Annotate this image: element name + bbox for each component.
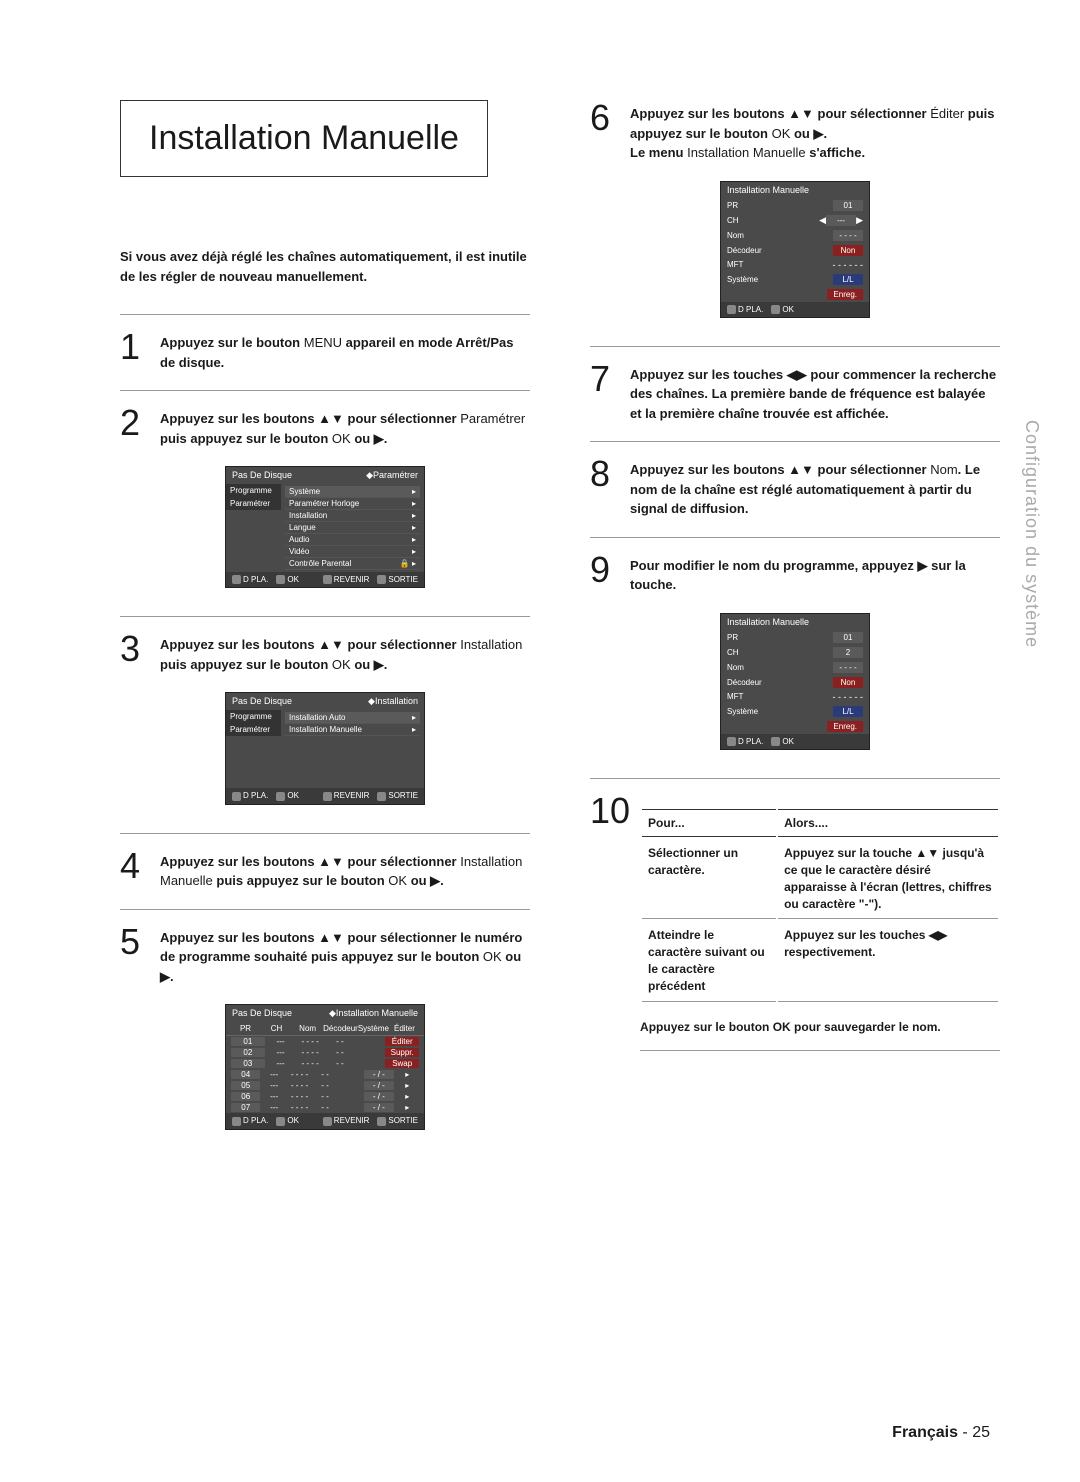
step-text: Appuyez sur le bouton MENU appareil en m… xyxy=(160,329,530,372)
step-7: 7 Appuyez sur les touches ◀▶ pour commen… xyxy=(590,361,1000,424)
step-text: Appuyez sur les boutons ▲▼ pour sélectio… xyxy=(160,924,530,987)
instruction-table: Pour...Alors.... Sélectionner un caractè… xyxy=(640,807,1000,1003)
step-text: Pour...Alors.... Sélectionner un caractè… xyxy=(640,793,1000,1064)
divider xyxy=(120,616,530,617)
divider xyxy=(120,390,530,391)
step-number: 9 xyxy=(590,552,620,595)
step-10: 10 Pour...Alors.... Sélectionner un cara… xyxy=(590,793,1000,1064)
step-text: Appuyez sur les boutons ▲▼ pour sélectio… xyxy=(160,848,530,891)
section-side-label: Configuration du système xyxy=(1021,420,1042,648)
step-text: Pour modifier le nom du programme, appuy… xyxy=(630,552,1000,595)
osd-channel-table: Pas De Disque◆Installation Manuelle PRCH… xyxy=(225,1004,425,1129)
step-text: Appuyez sur les boutons ▲▼ pour sélectio… xyxy=(630,100,1000,163)
step-number: 8 xyxy=(590,456,620,519)
step-text: Appuyez sur les boutons ▲▼ pour sélectio… xyxy=(160,631,530,674)
divider xyxy=(590,778,1000,779)
page-content: Installation Manuelle Si vous avez déjà … xyxy=(0,0,1080,1198)
step-1: 1 Appuyez sur le bouton MENU appareil en… xyxy=(120,329,530,372)
step-6: 6 Appuyez sur les boutons ▲▼ pour sélect… xyxy=(590,100,1000,163)
step-number: 7 xyxy=(590,361,620,424)
title-box: Installation Manuelle xyxy=(120,100,488,177)
step-number: 10 xyxy=(590,793,630,1064)
step-number: 2 xyxy=(120,405,150,448)
step-number: 4 xyxy=(120,848,150,891)
divider xyxy=(120,314,530,315)
left-column: Installation Manuelle Si vous avez déjà … xyxy=(120,100,530,1158)
step-text: Appuyez sur les boutons ▲▼ pour sélectio… xyxy=(630,456,1000,519)
right-column: 6 Appuyez sur les boutons ▲▼ pour sélect… xyxy=(590,100,1000,1158)
step-8: 8 Appuyez sur les boutons ▲▼ pour sélect… xyxy=(590,456,1000,519)
page-title: Installation Manuelle xyxy=(149,119,459,158)
step-number: 1 xyxy=(120,329,150,372)
step-3: 3 Appuyez sur les boutons ▲▼ pour sélect… xyxy=(120,631,530,674)
divider xyxy=(640,1050,1000,1051)
osd-installation: Pas De Disque◆Installation Programme Par… xyxy=(225,692,425,804)
osd-manual-install-1: Installation Manuelle PR01 CH◀---▶ Nom- … xyxy=(720,181,870,318)
step-number: 6 xyxy=(590,100,620,163)
osd-parametrer: Pas De Disque◆Paramétrer Programme Param… xyxy=(225,466,425,588)
divider xyxy=(590,441,1000,442)
osd-manual-install-2: Installation Manuelle PR01 CH2 Nom- - - … xyxy=(720,613,870,750)
intro-text: Si vous avez déjà réglé les chaînes auto… xyxy=(120,247,530,286)
step-9: 9 Pour modifier le nom du programme, app… xyxy=(590,552,1000,595)
step-number: 3 xyxy=(120,631,150,674)
step-text: Appuyez sur les boutons ▲▼ pour sélectio… xyxy=(160,405,530,448)
step-4: 4 Appuyez sur les boutons ▲▼ pour sélect… xyxy=(120,848,530,891)
divider xyxy=(590,346,1000,347)
step-2: 2 Appuyez sur les boutons ▲▼ pour sélect… xyxy=(120,405,530,448)
page-footer: Français - 25 xyxy=(892,1424,990,1442)
step-number: 5 xyxy=(120,924,150,987)
divider xyxy=(120,909,530,910)
divider xyxy=(120,833,530,834)
divider xyxy=(590,537,1000,538)
step-5: 5 Appuyez sur les boutons ▲▼ pour sélect… xyxy=(120,924,530,987)
step-text: Appuyez sur les touches ◀▶ pour commence… xyxy=(630,361,1000,424)
